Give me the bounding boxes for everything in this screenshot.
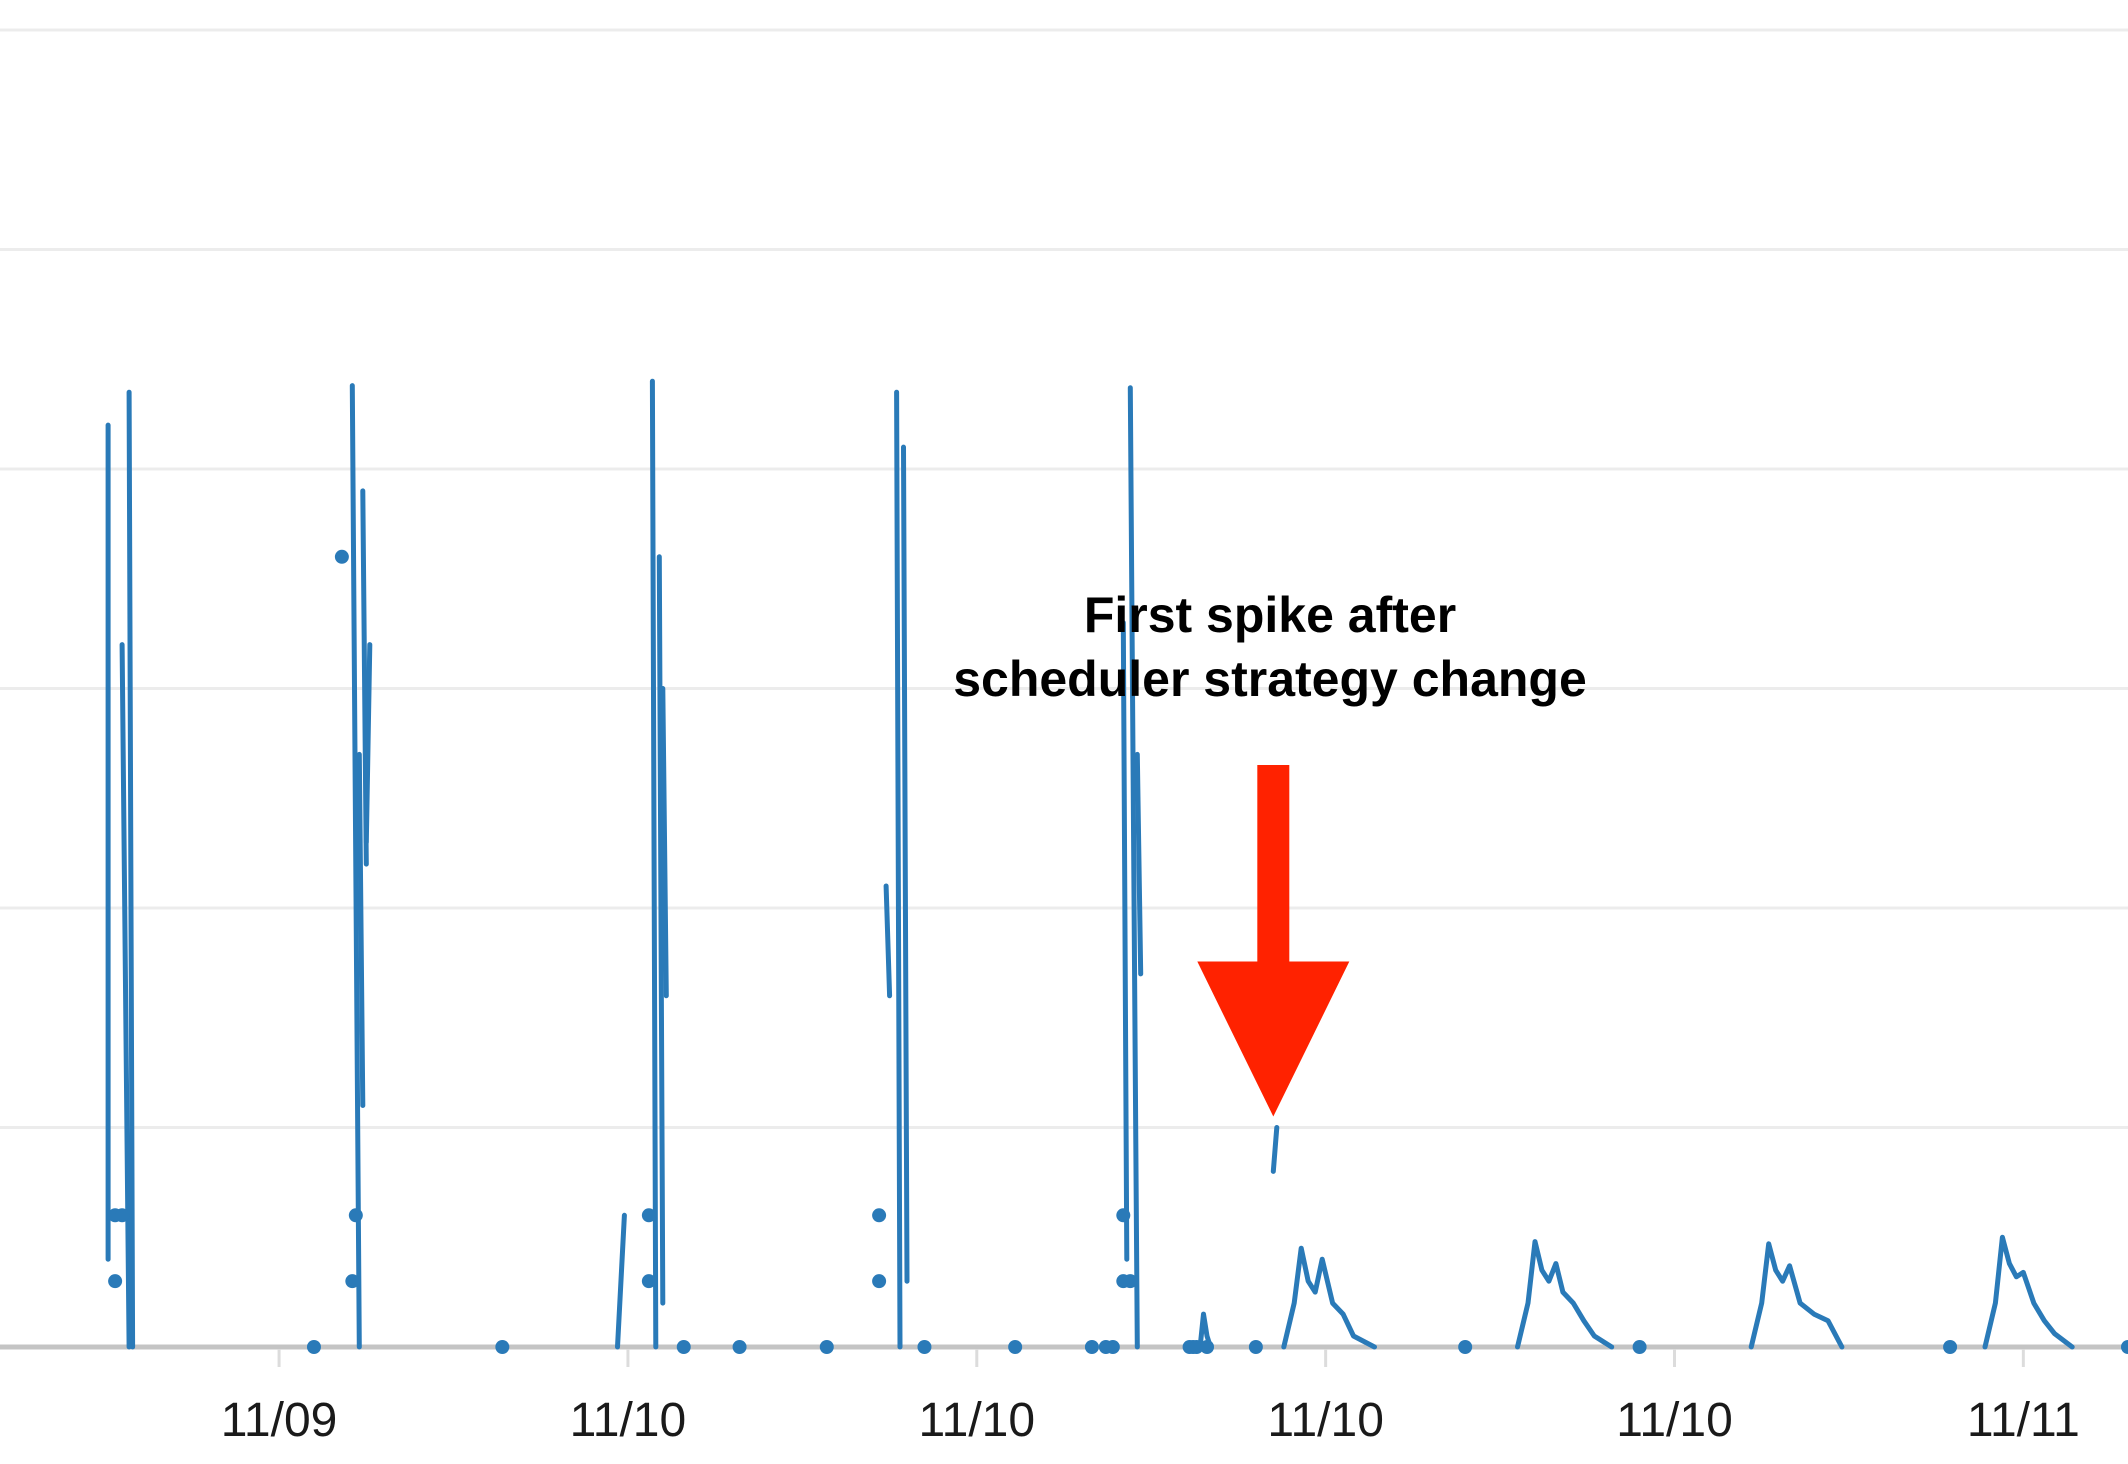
data-point xyxy=(641,1208,656,1223)
data-point xyxy=(1008,1340,1023,1354)
series-segment xyxy=(615,1212,627,1350)
data-point xyxy=(495,1340,510,1354)
series-segment xyxy=(649,378,659,1350)
annotation: First spike after scheduler strategy cha… xyxy=(953,587,1587,1117)
data-point xyxy=(348,1208,363,1223)
series-segment xyxy=(119,642,132,1350)
series-segment xyxy=(894,389,903,1350)
series-segment xyxy=(349,383,362,1350)
data-point xyxy=(1084,1340,1099,1354)
data-point xyxy=(1189,1340,1204,1354)
series-segment xyxy=(356,751,366,1108)
x-tick-label: 11/10 xyxy=(1267,1394,1384,1447)
x-tick-label: 11/09 xyxy=(221,1394,338,1447)
annotation-line-2: scheduler strategy change xyxy=(953,651,1587,707)
series-segment xyxy=(1748,1241,1845,1350)
data-point xyxy=(917,1340,932,1354)
data-point xyxy=(2121,1340,2128,1354)
series xyxy=(105,378,2128,1354)
data-point xyxy=(641,1274,656,1289)
data-point xyxy=(819,1340,834,1354)
series-segment xyxy=(1515,1239,1615,1350)
series-segment xyxy=(656,554,666,1306)
data-point xyxy=(1632,1340,1647,1354)
series-segment xyxy=(1127,385,1140,1350)
series-segment xyxy=(1120,620,1130,1262)
series-segment xyxy=(1134,751,1144,977)
series-segment xyxy=(883,883,893,999)
data-point xyxy=(872,1274,887,1289)
data-point xyxy=(1200,1340,1215,1354)
data-point xyxy=(345,1274,360,1289)
series-segment xyxy=(901,444,910,1284)
data-point xyxy=(115,1208,130,1223)
x-tick-label: 11/11 xyxy=(1967,1394,2080,1447)
data-point xyxy=(872,1208,887,1223)
series-segment xyxy=(1270,1125,1280,1174)
x-tick-label: 11/10 xyxy=(919,1394,1036,1447)
data-point xyxy=(306,1340,321,1354)
series-segment xyxy=(660,686,669,999)
x-tick-label: 11/10 xyxy=(570,1394,687,1447)
x-tick-label: 11/10 xyxy=(1616,1394,1733,1447)
data-point xyxy=(1458,1340,1473,1354)
arrow-down-icon xyxy=(1197,765,1350,1117)
data-point xyxy=(1943,1340,1958,1354)
series-segment xyxy=(363,642,373,845)
series-segment xyxy=(1281,1245,1377,1350)
series-segment xyxy=(126,389,136,1350)
x-axis-ticks: 11/09 11/10 11/10 11/10 11/10 11/11 xyxy=(221,1349,2080,1447)
annotation-line-1: First spike after xyxy=(1084,587,1456,643)
data-point xyxy=(108,1274,123,1289)
series-segment xyxy=(1982,1234,2075,1350)
data-point xyxy=(1116,1208,1131,1223)
data-point xyxy=(676,1340,691,1354)
data-point xyxy=(1248,1340,1263,1354)
data-point xyxy=(732,1340,747,1354)
data-point xyxy=(1105,1340,1120,1354)
data-point xyxy=(334,549,349,564)
data-point xyxy=(1123,1274,1138,1289)
